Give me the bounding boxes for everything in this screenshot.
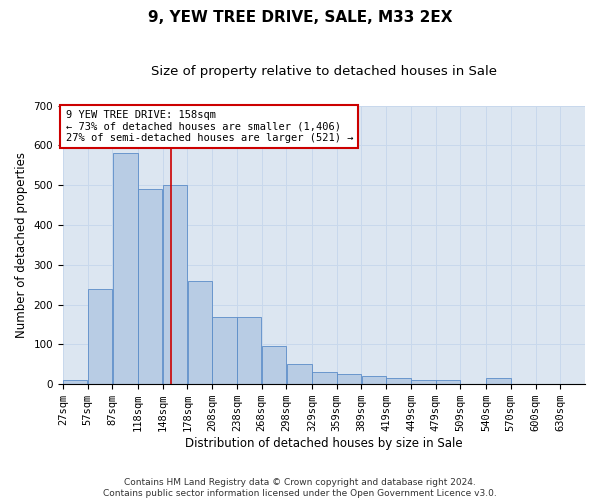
Bar — [262, 346, 286, 384]
Bar — [312, 372, 337, 384]
Bar — [411, 380, 436, 384]
Bar — [188, 280, 212, 384]
Bar — [436, 380, 460, 384]
Bar — [362, 376, 386, 384]
Bar — [88, 288, 112, 384]
Bar — [212, 316, 237, 384]
Bar — [163, 185, 187, 384]
Text: Contains HM Land Registry data © Crown copyright and database right 2024.
Contai: Contains HM Land Registry data © Crown c… — [103, 478, 497, 498]
Bar — [337, 374, 361, 384]
Y-axis label: Number of detached properties: Number of detached properties — [15, 152, 28, 338]
Title: Size of property relative to detached houses in Sale: Size of property relative to detached ho… — [151, 65, 497, 78]
Bar — [63, 380, 88, 384]
Bar — [486, 378, 511, 384]
Bar — [386, 378, 411, 384]
Bar — [138, 189, 163, 384]
Bar — [113, 154, 138, 384]
Bar — [237, 316, 262, 384]
Text: 9, YEW TREE DRIVE, SALE, M33 2EX: 9, YEW TREE DRIVE, SALE, M33 2EX — [148, 10, 452, 25]
Bar — [287, 364, 312, 384]
Text: 9 YEW TREE DRIVE: 158sqm
← 73% of detached houses are smaller (1,406)
27% of sem: 9 YEW TREE DRIVE: 158sqm ← 73% of detach… — [65, 110, 353, 143]
X-axis label: Distribution of detached houses by size in Sale: Distribution of detached houses by size … — [185, 437, 463, 450]
